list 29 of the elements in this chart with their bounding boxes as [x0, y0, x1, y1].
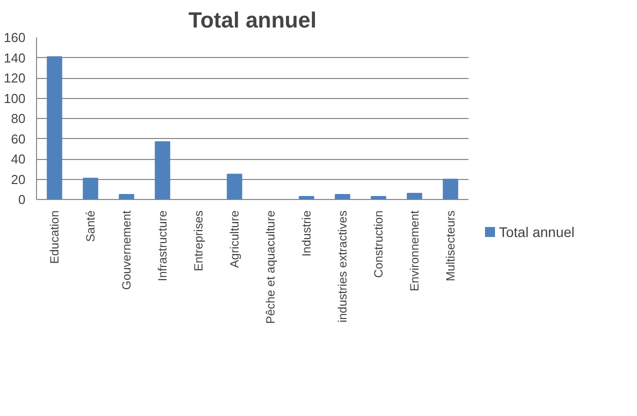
- x-tick-label: Education: [48, 210, 62, 264]
- y-tick-label: 60: [11, 131, 26, 146]
- bar: [46, 56, 62, 200]
- y-tick-label: 140: [4, 50, 26, 66]
- bar: [406, 192, 422, 200]
- y-tick-label: 80: [11, 111, 26, 126]
- x-tick-label: Gouvernement: [120, 210, 134, 290]
- x-tick-label: Industrie: [300, 210, 314, 257]
- x-tick-label: Agriculture: [228, 210, 242, 268]
- bar: [442, 178, 458, 200]
- legend-item: Total annuel: [485, 222, 575, 242]
- bar: [226, 174, 242, 200]
- y-tick-label: 100: [4, 90, 26, 106]
- x-tick-label: Environnement: [408, 210, 422, 292]
- bar: [82, 178, 98, 200]
- y-tick-label: 0: [18, 192, 26, 207]
- x-tick-label: industries extractives: [336, 210, 350, 323]
- x-tick-label: Pêche et aquaculture: [264, 210, 278, 324]
- y-tick-label: 20: [11, 172, 26, 187]
- x-tick-label: Multisecteurs: [444, 210, 458, 282]
- bar: [154, 141, 170, 200]
- x-tick-label: Construction: [372, 210, 386, 278]
- x-tick-label: Santé: [84, 210, 98, 242]
- x-tick-label: Entreprises: [192, 210, 206, 272]
- y-tick-label: 40: [11, 152, 26, 166]
- y-tick-label: 160: [4, 30, 26, 45]
- x-tick-label: Infrastructure: [156, 210, 170, 282]
- y-tick-label: 120: [4, 70, 26, 86]
- chart-title: Total annuel: [188, 8, 316, 32]
